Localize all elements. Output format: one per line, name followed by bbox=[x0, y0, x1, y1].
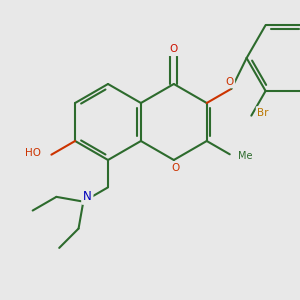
Text: Me: Me bbox=[238, 151, 252, 161]
Text: O: O bbox=[170, 44, 178, 55]
Text: Br: Br bbox=[257, 108, 269, 118]
Text: O: O bbox=[225, 77, 233, 87]
Text: HO: HO bbox=[26, 148, 41, 158]
Text: O: O bbox=[172, 163, 180, 173]
Text: N: N bbox=[83, 190, 92, 203]
